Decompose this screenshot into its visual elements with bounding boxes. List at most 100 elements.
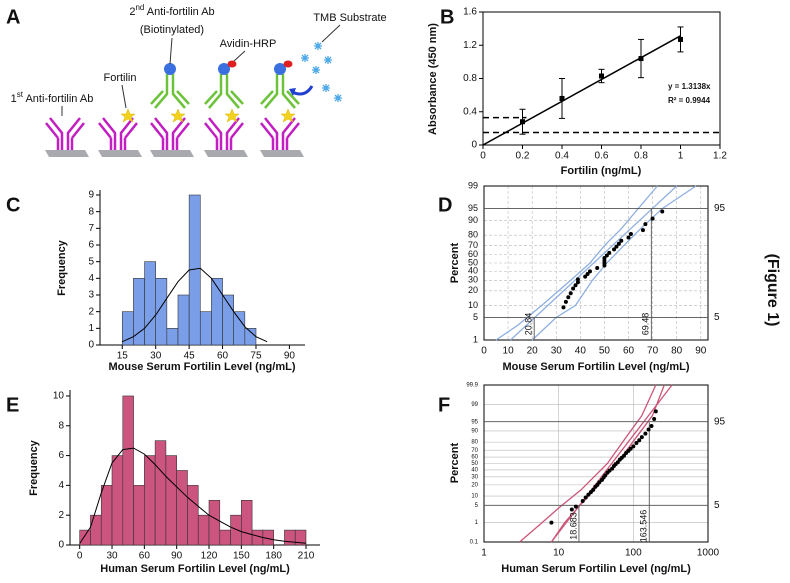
leader-line [321,24,341,43]
point [549,520,554,525]
label-superscript: st [17,90,24,99]
point [602,256,607,261]
x-tick-label: 150 [233,551,250,562]
x-tick-label: 0.8 [634,151,648,162]
y-tick-label: 20 [468,285,478,295]
y-tick-label: 20 [471,482,478,488]
point [614,244,619,249]
y-tick-label: 40 [468,266,478,276]
x-tick-label: 60 [623,346,635,357]
y-tick-label: 0.8 [463,73,477,84]
label: Fortilin [103,72,136,84]
bar [197,514,210,546]
panel-letter: F [438,394,450,416]
label-part: 1 [11,93,17,105]
bar [199,311,212,346]
bar [133,485,145,546]
reference-label: 163.546 [639,510,649,543]
panel-letter: A [6,6,20,28]
y-tick-label: 60 [471,455,478,461]
point [563,299,568,304]
substrate [333,93,343,103]
point [616,241,621,246]
point [660,209,665,214]
x-tick-label: 10 [553,548,565,559]
substrate [311,65,321,75]
x-axis-title: Human Serum Fortilin Level (ng/mL) [100,563,290,575]
bar [187,485,199,546]
point [569,507,574,512]
x-tick-label: 50 [599,346,611,357]
y-tick-label: 0.4 [463,106,477,117]
y-tick-label: 10 [468,300,478,310]
y-tick-label: 6 [88,240,94,251]
plot-frame [482,11,721,146]
bar [241,499,253,546]
plate [260,150,304,157]
label: 2nd Anti-fortilin Ab [129,3,214,18]
y-tick-label: 8 [88,206,94,217]
avidin-hrp [227,60,237,68]
point [612,247,617,252]
point [571,286,576,291]
x-tick-label: 0 [77,551,83,562]
point [678,36,683,42]
y-tick-label: 30 [468,275,478,285]
x-tick-label: 120 [201,551,218,562]
point [626,235,631,240]
y-tick-label: 0 [88,340,94,351]
y-tick-label: 40 [471,468,478,474]
label: Avidin-HRP [220,38,277,50]
y-tick-label: 2 [58,510,64,521]
primary-antibody [203,116,245,152]
x-tick-label: 0.4 [555,151,569,162]
bar [244,328,257,346]
bar [165,455,177,546]
point [599,73,604,79]
confidence-band [531,185,697,341]
secondary-antibody [259,61,301,110]
point [575,280,580,285]
point [583,274,588,279]
y-tick-label: 0 [58,540,64,551]
point [646,427,651,432]
x-tick-label: 0 [481,346,487,357]
point [603,473,608,478]
point [587,269,592,274]
bar [208,499,221,546]
annotation: y = 1.3138x [668,82,711,91]
x-tick-label: 90 [695,346,707,357]
density-curve [79,447,307,544]
y-tick-label: 60 [468,249,478,259]
point [568,291,573,296]
point [573,283,578,288]
y-tick-label: 70 [471,448,478,454]
x-axis-title: Fortilin (ng/mL) [561,165,642,177]
y-tick-label: 10 [53,391,65,402]
x-tick-label: 10 [503,346,515,357]
bar [100,485,113,546]
x-axis-title: Human Serum Fortilin Level (ng/mL) [501,563,691,575]
point [652,417,657,422]
x-tick-label: 90 [171,551,183,562]
y-tick-label: 9 [88,190,94,201]
point [628,446,633,451]
y-tick-label: 90 [471,429,478,435]
y-tick-label: 7 [88,223,94,234]
avidin-hrp [283,60,293,68]
x-axis-title: Mouse Serum Fortilin Level (ng/mL) [108,361,295,373]
y-tick-label: 80 [471,440,478,446]
point [643,222,648,227]
y-tick-label: 99 [468,180,478,190]
point [595,265,600,270]
x-tick-label: 0 [480,151,486,162]
point [638,56,644,62]
point [559,95,565,101]
point [637,438,642,443]
point [585,271,590,276]
point [520,119,525,125]
density-curve [122,267,268,343]
y-tick-label: 3 [88,290,94,301]
